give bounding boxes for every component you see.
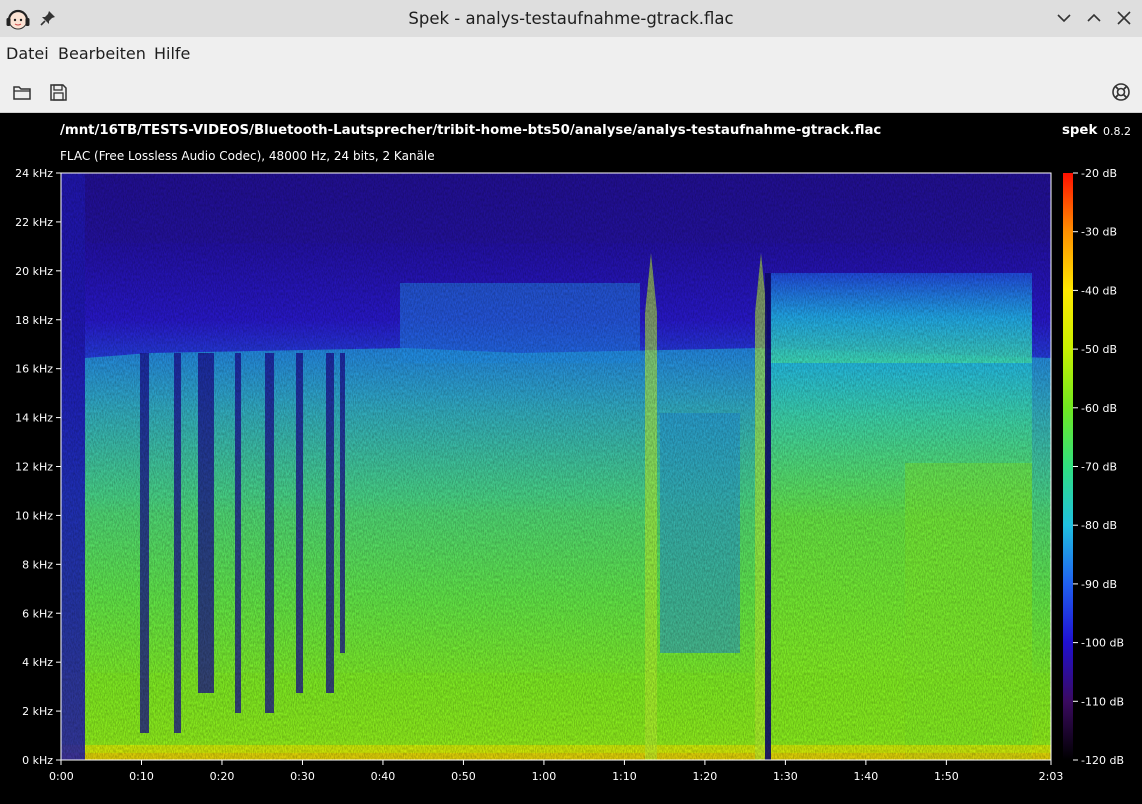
db-tick-label: -90 dB [1081, 578, 1117, 591]
freq-tick-label: 14 kHz [15, 412, 53, 425]
db-tick-label: -100 dB [1081, 637, 1124, 650]
db-tick-label: -60 dB [1081, 402, 1117, 415]
brand-label: spek [1062, 123, 1098, 138]
time-axis: 0:00 0:10 0:20 0:30 0:40 0:50 1:00 1:10 1:20 1:30… [49, 760, 1063, 783]
frequency-axis: 0 kHz 2 kHz 4 kHz 6 kHz 8 kHz 10 kHz 12 kHz 14 … [15, 167, 61, 767]
freq-tick-label: 24 kHz [15, 167, 53, 180]
db-tick-label: -120 dB [1081, 754, 1124, 767]
freq-tick-label: 0 kHz [22, 754, 53, 767]
freq-tick-label: 6 kHz [22, 607, 53, 620]
db-tick-label: -50 dB [1081, 343, 1117, 356]
file-path: /mnt/16TB/TESTS-VIDEOS/Bluetooth-Lautspr… [60, 123, 881, 138]
menu-datei[interactable]: Datei [6, 44, 49, 63]
menu-bearbeiten[interactable]: Bearbeiten [58, 44, 146, 63]
time-tick-label: 0:30 [290, 770, 315, 783]
time-tick-label: 1:40 [854, 770, 879, 783]
time-tick-label: 1:20 [693, 770, 718, 783]
spek-app-icon [6, 9, 30, 30]
menu-bar: Datei Bearbeiten Hilfe [0, 37, 1142, 71]
codec-info: FLAC (Free Lossless Audio Codec), 48000 … [60, 149, 435, 163]
db-tick-label: -70 dB [1081, 461, 1117, 474]
help-lifebuoy-icon[interactable] [1110, 81, 1132, 103]
time-tick-label: 1:50 [934, 770, 959, 783]
time-tick-label: 1:00 [532, 770, 557, 783]
db-scale [1063, 173, 1073, 760]
freq-tick-label: 8 kHz [22, 558, 53, 571]
spectrogram-svg: /mnt/16TB/TESTS-VIDEOS/Bluetooth-Lautspr… [15, 123, 1131, 783]
db-tick-label: -110 dB [1081, 695, 1124, 708]
db-tick-label: -40 dB [1081, 284, 1117, 297]
freq-tick-label: 2 kHz [22, 705, 53, 718]
close-icon[interactable] [1114, 8, 1134, 28]
db-tick-label: -30 dB [1081, 226, 1117, 239]
maximize-icon[interactable] [1084, 8, 1104, 28]
freq-tick-label: 22 kHz [15, 216, 53, 229]
freq-tick-label: 12 kHz [15, 461, 53, 474]
time-tick-label: 0:40 [371, 770, 396, 783]
time-tick-label: 0:20 [210, 770, 235, 783]
time-tick-label: 0:50 [451, 770, 476, 783]
freq-tick-label: 20 kHz [15, 265, 53, 278]
pin-icon[interactable] [39, 9, 57, 27]
time-tick-label: 0:10 [129, 770, 154, 783]
window-title: Spek - analys-testaufnahme-gtrack.flac [408, 9, 734, 28]
db-scale-axis: -20 dB -30 dB -40 dB -50 dB -60 dB -70 dB -80 … [1073, 167, 1124, 767]
freq-tick-label: 10 kHz [15, 509, 53, 522]
time-tick-label: 1:10 [612, 770, 637, 783]
folder-open-icon[interactable] [11, 81, 33, 103]
time-tick-label: 2:03 [1039, 770, 1064, 783]
menu-hilfe[interactable]: Hilfe [154, 44, 191, 63]
title-bar: Spek - analys-testaufnahme-gtrack.flac [0, 0, 1142, 37]
time-tick-label: 1:30 [773, 770, 798, 783]
time-tick-label: 0:00 [49, 770, 74, 783]
db-tick-label: -20 dB [1081, 167, 1117, 180]
minimize-icon[interactable] [1054, 8, 1074, 28]
save-icon[interactable] [47, 81, 69, 103]
version-label: 0.8.2 [1103, 125, 1131, 138]
toolbar [0, 71, 1142, 113]
db-tick-label: -80 dB [1081, 519, 1117, 532]
freq-tick-label: 18 kHz [15, 314, 53, 327]
freq-tick-label: 16 kHz [15, 363, 53, 376]
spectrogram-view: /mnt/16TB/TESTS-VIDEOS/Bluetooth-Lautspr… [0, 113, 1142, 800]
spectrogram-plot [60, 172, 1052, 761]
freq-tick-label: 4 kHz [22, 656, 53, 669]
